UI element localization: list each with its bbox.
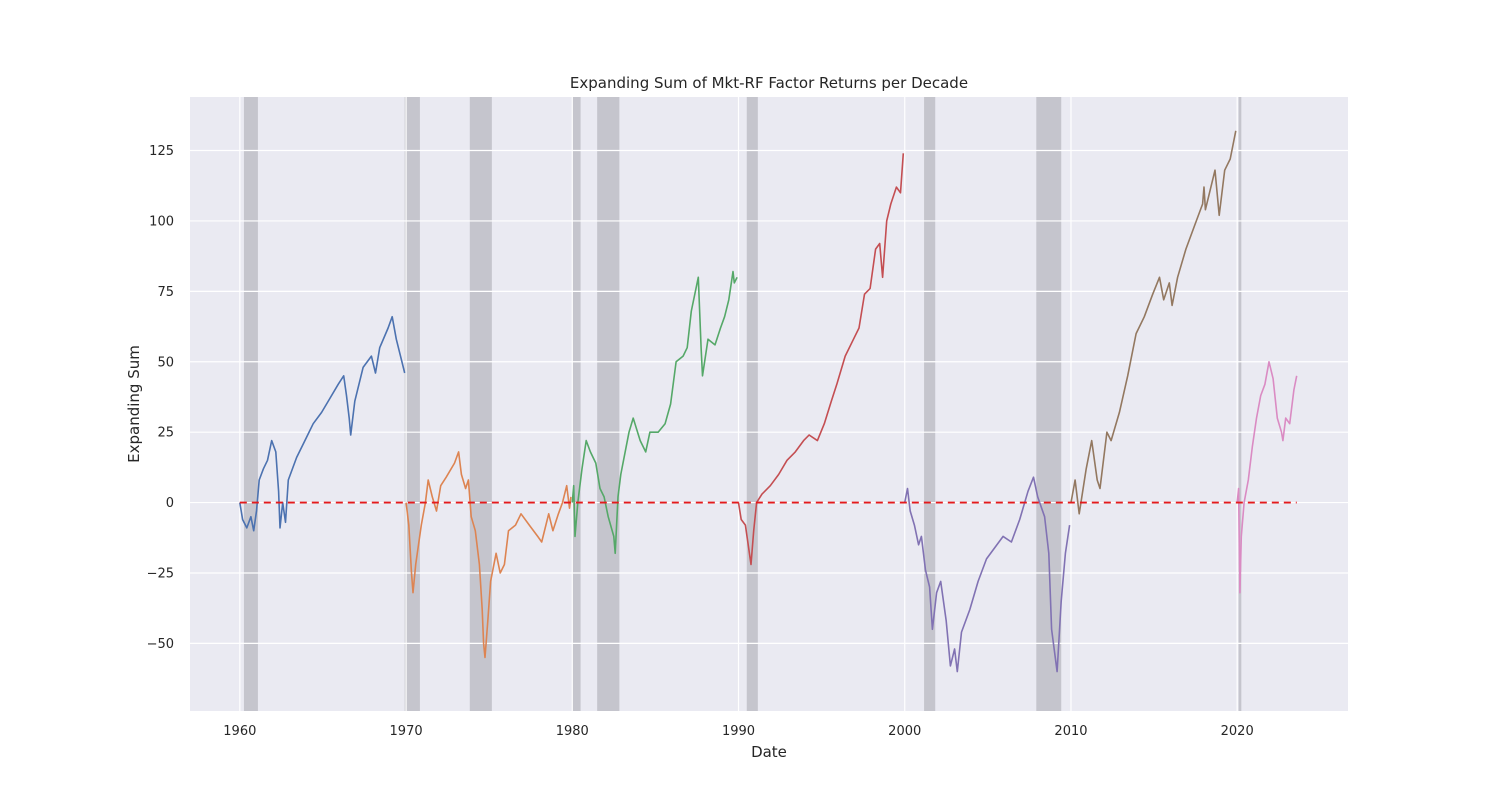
x-tick-label-0: 1960 <box>223 724 256 739</box>
x-tick-label-6: 2020 <box>1221 724 1254 739</box>
series-line-6 <box>1236 361 1298 594</box>
recession-band-6 <box>924 97 936 711</box>
x-axis-label: Date <box>751 743 787 761</box>
y-tick-label-6: 100 <box>149 214 174 229</box>
y-tick-label-3: 25 <box>157 426 174 441</box>
plot-area <box>190 97 1348 711</box>
recession-band-7 <box>1036 97 1062 711</box>
y-axis-ticks: −50 −25 0 25 50 75 100 125 <box>147 144 174 652</box>
recession-bands <box>243 97 1242 711</box>
y-tick-label-7: 125 <box>149 144 174 159</box>
series-line-5 <box>1070 130 1237 515</box>
recession-band-8 <box>1238 97 1242 711</box>
gridlines <box>190 97 1348 711</box>
y-tick-label-5: 75 <box>157 285 174 300</box>
series-line-4 <box>903 476 1071 673</box>
x-tick-label-5: 2010 <box>1054 724 1087 739</box>
y-tick-label-0: −50 <box>147 637 174 652</box>
x-axis-ticks: 1960 1970 1980 1990 2000 2010 2020 <box>223 724 1253 739</box>
recession-band-1 <box>404 97 420 711</box>
x-tick-label-2: 1980 <box>556 724 589 739</box>
chart-title: Expanding Sum of Mkt-RF Factor Returns p… <box>570 74 968 92</box>
x-tick-label-1: 1970 <box>390 724 423 739</box>
series-line-0 <box>239 315 406 532</box>
y-axis-label: Expanding Sum <box>125 345 143 463</box>
x-tick-label-3: 1990 <box>722 724 755 739</box>
y-tick-label-4: 50 <box>157 355 174 370</box>
x-tick-label-4: 2000 <box>888 724 921 739</box>
recession-band-2 <box>469 97 492 711</box>
series-line-2 <box>571 270 738 555</box>
y-tick-label-1: −25 <box>147 566 174 581</box>
y-tick-label-2: 0 <box>166 496 174 511</box>
recession-band-5 <box>746 97 758 711</box>
recession-band-4 <box>597 97 620 711</box>
series-lines <box>239 130 1298 673</box>
series-line-3 <box>737 153 905 566</box>
series-line-1 <box>405 451 572 659</box>
recession-band-0 <box>243 97 258 711</box>
recession-band-3 <box>572 97 581 711</box>
